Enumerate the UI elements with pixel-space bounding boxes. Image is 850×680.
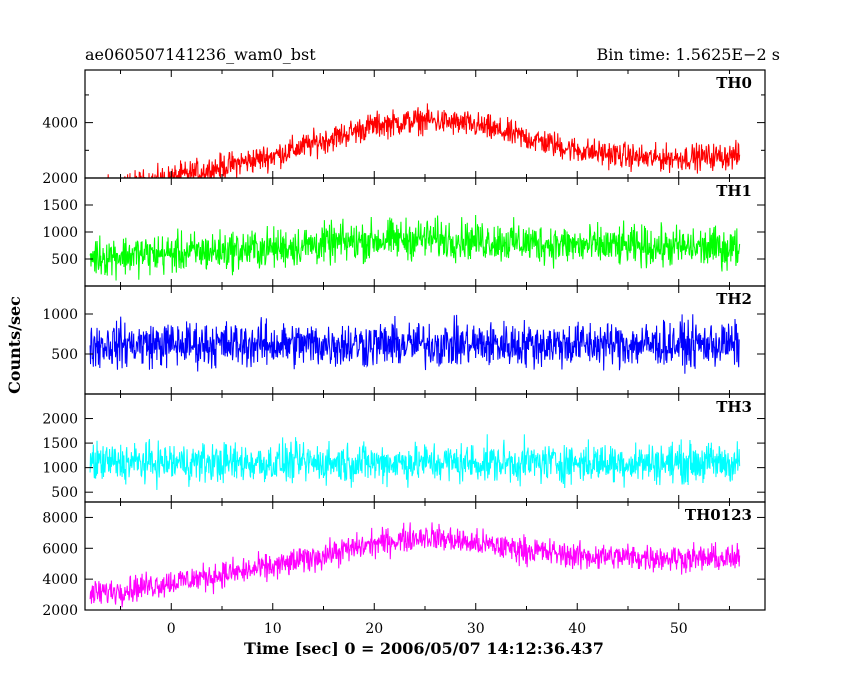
y-axis-label: Counts/sec	[5, 296, 24, 394]
series-th2-line	[89, 314, 740, 374]
y-tick-label: 500	[51, 347, 78, 363]
series-th0-line	[107, 103, 741, 178]
y-tick-label: 1500	[42, 436, 78, 452]
x-tick-label: 40	[568, 621, 586, 637]
x-tick-label: 0	[167, 621, 176, 637]
y-tick-label: 2000	[42, 171, 78, 187]
panel-th3: 500 1000 1500 2000 TH3	[42, 393, 766, 503]
panel-th1: 500 1000 1500 TH1	[42, 177, 766, 287]
x-tick-label: 10	[264, 621, 282, 637]
y-tick-label: 500	[51, 252, 78, 268]
y-tick-label: 2000	[42, 603, 78, 619]
panel-th2: 500 1000 TH2	[42, 285, 766, 395]
y-tick-label: 1000	[42, 461, 78, 477]
panel-label: TH1	[716, 182, 752, 200]
x-tick-label: 50	[670, 621, 688, 637]
panel-label: TH3	[716, 398, 752, 416]
x-tick-label: 20	[365, 621, 383, 637]
chart-title-left: ae060507141236_wam0_bst	[85, 45, 316, 64]
y-tick-label: 1000	[42, 225, 78, 241]
x-axis-label: Time [sec] 0 = 2006/05/07 14:12:36.437	[244, 639, 604, 658]
panel-label: TH2	[716, 290, 752, 308]
panel-label: TH0123	[685, 506, 752, 524]
panel-label: TH0	[716, 74, 752, 92]
series-th0123-line	[89, 522, 741, 608]
y-tick-label: 2000	[42, 412, 78, 428]
panel-th0: 2000 4000 TH0	[42, 69, 766, 187]
y-tick-label: 1500	[42, 198, 78, 214]
y-tick-label: 4000	[42, 572, 78, 588]
series-th3-line	[89, 434, 741, 490]
y-tick-label: 500	[51, 485, 78, 501]
panels-group: 2000 4000 TH0 500 1000 1500 TH1 500 1000 TH2 500 10…	[42, 69, 766, 619]
x-tick-label: 30	[467, 621, 485, 637]
y-tick-label: 4000	[42, 116, 78, 132]
series-th1-line	[89, 214, 741, 281]
chart-title-right: Bin time: 1.5625E−2 s	[597, 45, 780, 64]
y-tick-label: 6000	[42, 541, 78, 557]
x-axis: 0 10 20 30 40 50	[167, 621, 688, 637]
y-tick-label: 1000	[42, 307, 78, 323]
y-tick-label: 8000	[42, 510, 78, 526]
panel-frame	[84, 501, 766, 611]
panel-th0123: 2000 4000 6000 8000 TH0123	[42, 501, 766, 619]
